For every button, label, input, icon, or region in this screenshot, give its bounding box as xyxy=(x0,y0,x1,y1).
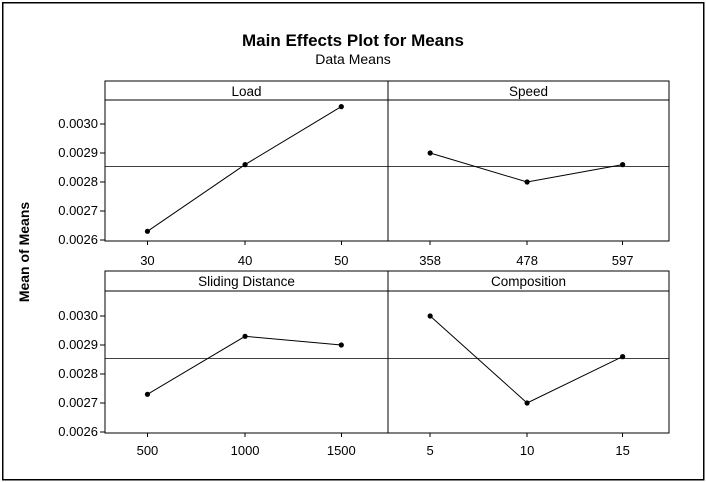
panels-group: 0.0026 0.0027 0.0028 0.0029 0.0030 0.0026 0.00… xyxy=(58,80,670,458)
y-tick-label: 0.0027 xyxy=(58,203,98,218)
x-tick-label: 15 xyxy=(615,443,629,458)
panel-row-border xyxy=(104,270,670,434)
x-tick-label: 5 xyxy=(427,443,434,458)
data-point-speed xyxy=(427,150,433,156)
series-line-sliding-distance xyxy=(147,335,342,395)
data-point-sliding-distance xyxy=(338,342,344,348)
x-tick-label: 1500 xyxy=(327,443,356,458)
y-tick-label: 0.0030 xyxy=(58,308,98,323)
data-point-composition xyxy=(524,400,530,406)
data-point-composition xyxy=(427,313,433,319)
data-point-composition xyxy=(620,354,626,360)
x-tick-label: 500 xyxy=(137,443,159,458)
series-line-composition xyxy=(429,315,623,404)
panel-header-speed: Speed xyxy=(509,84,548,99)
data-point-speed xyxy=(620,162,626,168)
series-line-speed xyxy=(430,152,623,183)
y-tick-label: 0.0026 xyxy=(58,424,98,439)
data-point-load xyxy=(144,228,151,234)
data-point-speed xyxy=(524,179,530,185)
y-tick-label: 0.0029 xyxy=(58,145,98,160)
y-tick-label: 0.0027 xyxy=(58,395,98,410)
x-tick-label: 30 xyxy=(140,253,154,268)
x-tick-label: 40 xyxy=(238,253,252,268)
data-point-sliding-distance xyxy=(144,391,151,397)
data-point-sliding-distance xyxy=(242,333,248,339)
x-tick-label: 1000 xyxy=(231,443,260,458)
x-tick-label: 50 xyxy=(334,253,348,268)
y-tick-label: 0.0029 xyxy=(58,337,98,352)
y-tick-label: 0.0030 xyxy=(58,116,98,131)
x-tick-label: 10 xyxy=(520,443,534,458)
y-tick-label: 0.0028 xyxy=(58,174,98,189)
panel-header-sliding-distance: Sliding Distance xyxy=(198,274,295,289)
panel-row-border xyxy=(104,80,670,242)
y-tick-label: 0.0026 xyxy=(58,232,98,247)
chart-subtitle: Data Means xyxy=(315,51,390,67)
x-tick-label: 478 xyxy=(516,253,538,268)
data-point-load xyxy=(338,104,344,110)
y-axis-title: Mean of Means xyxy=(16,202,32,303)
series-line-load xyxy=(147,106,342,232)
y-tick-label: 0.0028 xyxy=(58,366,98,381)
panel-header-composition: Composition xyxy=(491,274,566,289)
data-point-load xyxy=(242,162,248,168)
x-tick-label: 597 xyxy=(612,253,634,268)
panel-header-load: Load xyxy=(231,84,261,99)
chart-title: Main Effects Plot for Means xyxy=(242,31,464,50)
x-tick-label: 358 xyxy=(419,253,441,268)
